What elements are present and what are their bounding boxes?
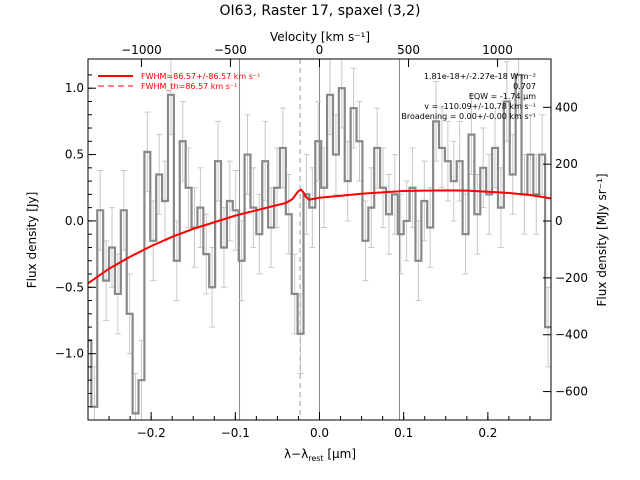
fit-annotation: EQW = -1.74 μm	[469, 92, 536, 101]
fit-annotation: Broadening = 0.00+/-0.00 km s⁻¹	[401, 112, 536, 121]
y-tick-label: −1.0	[55, 347, 84, 361]
y2-tick-label: −400	[555, 328, 588, 342]
x-tick-label: 0.0	[310, 426, 329, 440]
x2-tick-label: −500	[214, 43, 247, 57]
y-tick-label: −0.5	[55, 280, 84, 294]
x-tick-label: −0.1	[221, 426, 250, 440]
x-tick-label: −0.2	[137, 426, 166, 440]
y2-tick-label: 400	[555, 100, 578, 114]
spectrum-chart: OI63, Raster 17, spaxel (3,2) Velocity […	[0, 0, 640, 480]
fit-annotation: 1.81e-18+/-2.27e-18 W m⁻²	[424, 72, 536, 81]
y2-tick-label: 200	[555, 157, 578, 171]
x-axis-label: λ−λrest [μm]	[284, 447, 356, 463]
x2-tick-label: 0	[316, 43, 324, 57]
y2-tick-label: −200	[555, 271, 588, 285]
x-axis-label-sub: rest	[308, 454, 323, 463]
y-axis-label: Flux density [Jy]	[25, 192, 39, 289]
y2-tick-label: −600	[555, 385, 588, 399]
fit-annotation: v = -110.09+/-10.78 km s⁻¹	[424, 102, 536, 111]
velocity-axis-label: Velocity [km s⁻¹]	[270, 30, 370, 44]
y-tick-label: 0.5	[65, 148, 84, 162]
x2-tick-label: 500	[397, 43, 420, 57]
x-tick-label: 0.2	[478, 426, 497, 440]
x2-tick-label: −1000	[121, 43, 162, 57]
chart-title: OI63, Raster 17, spaxel (3,2)	[220, 3, 421, 19]
reference-lines	[240, 59, 400, 420]
legend-label: FWHM_th=86.57 km s⁻¹	[141, 82, 237, 91]
x2-tick-label: 1000	[482, 43, 513, 57]
x-tick-label: 0.1	[394, 426, 413, 440]
y-tick-label: 1.0	[65, 81, 84, 95]
y-tick-label: 0.0	[65, 214, 84, 228]
legend-label: FWHM=86.57+/-86.57 km s⁻¹	[141, 72, 260, 81]
x-axis-label-unit: [μm]	[324, 447, 357, 461]
y2-tick-label: 0	[555, 214, 563, 228]
x-axis-label-main: λ−λ	[284, 447, 308, 461]
right-y-axis-label: Flux density [MJy sr⁻¹]	[595, 173, 609, 306]
fit-annotation: 0.707	[513, 82, 536, 91]
